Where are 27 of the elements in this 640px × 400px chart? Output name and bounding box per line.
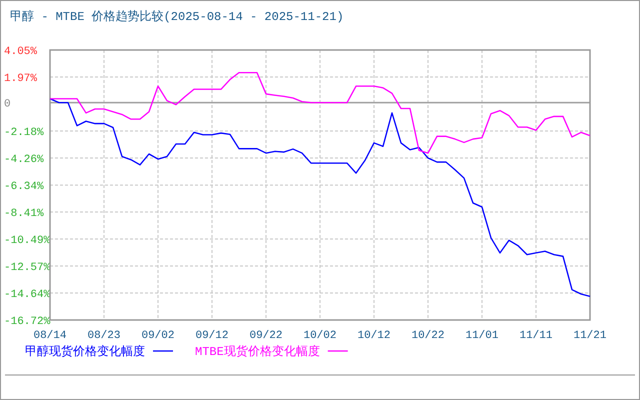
x-tick-label: 09/22 [249, 330, 283, 342]
x-tick-label: 11/21 [573, 330, 607, 342]
x-tick-label: 10/02 [303, 330, 337, 342]
x-tick-label: 09/02 [141, 330, 175, 342]
legend-label: MTBE现货价格变化幅度 [195, 344, 320, 359]
x-tick-label: 10/22 [411, 330, 445, 342]
y-tick-label: -2.18% [4, 126, 44, 139]
x-tick-label: 09/12 [195, 330, 229, 342]
y-tick-label: -8.41% [4, 208, 44, 220]
y-tick-label: -14.64% [4, 288, 51, 301]
legend-label: 甲醇现货价格变化幅度 [25, 344, 145, 359]
y-tick-label: 1.97% [4, 73, 38, 86]
line-series [49, 72, 591, 154]
x-tick-label: 10/12 [357, 330, 391, 342]
y-tick-label: 0 [4, 98, 11, 111]
y-tick-label: -4.26% [4, 154, 44, 166]
y-tick-label: 4.05% [4, 46, 38, 58]
y-tick-label: -16.72% [4, 316, 51, 328]
y-tick-label: -10.49% [4, 235, 51, 248]
y-tick-label: -6.34% [4, 181, 44, 194]
line-series [49, 98, 591, 297]
x-tick-label: 11/01 [465, 330, 499, 342]
x-tick-label: 08/14 [33, 330, 67, 342]
chart-title: 甲醇 - MTBE 价格趋势比较(2025-08-14 - 2025-11-21) [10, 9, 344, 24]
x-tick-label: 08/23 [87, 330, 121, 342]
x-tick-label: 11/11 [519, 330, 553, 342]
y-tick-label: -12.57% [4, 262, 51, 274]
